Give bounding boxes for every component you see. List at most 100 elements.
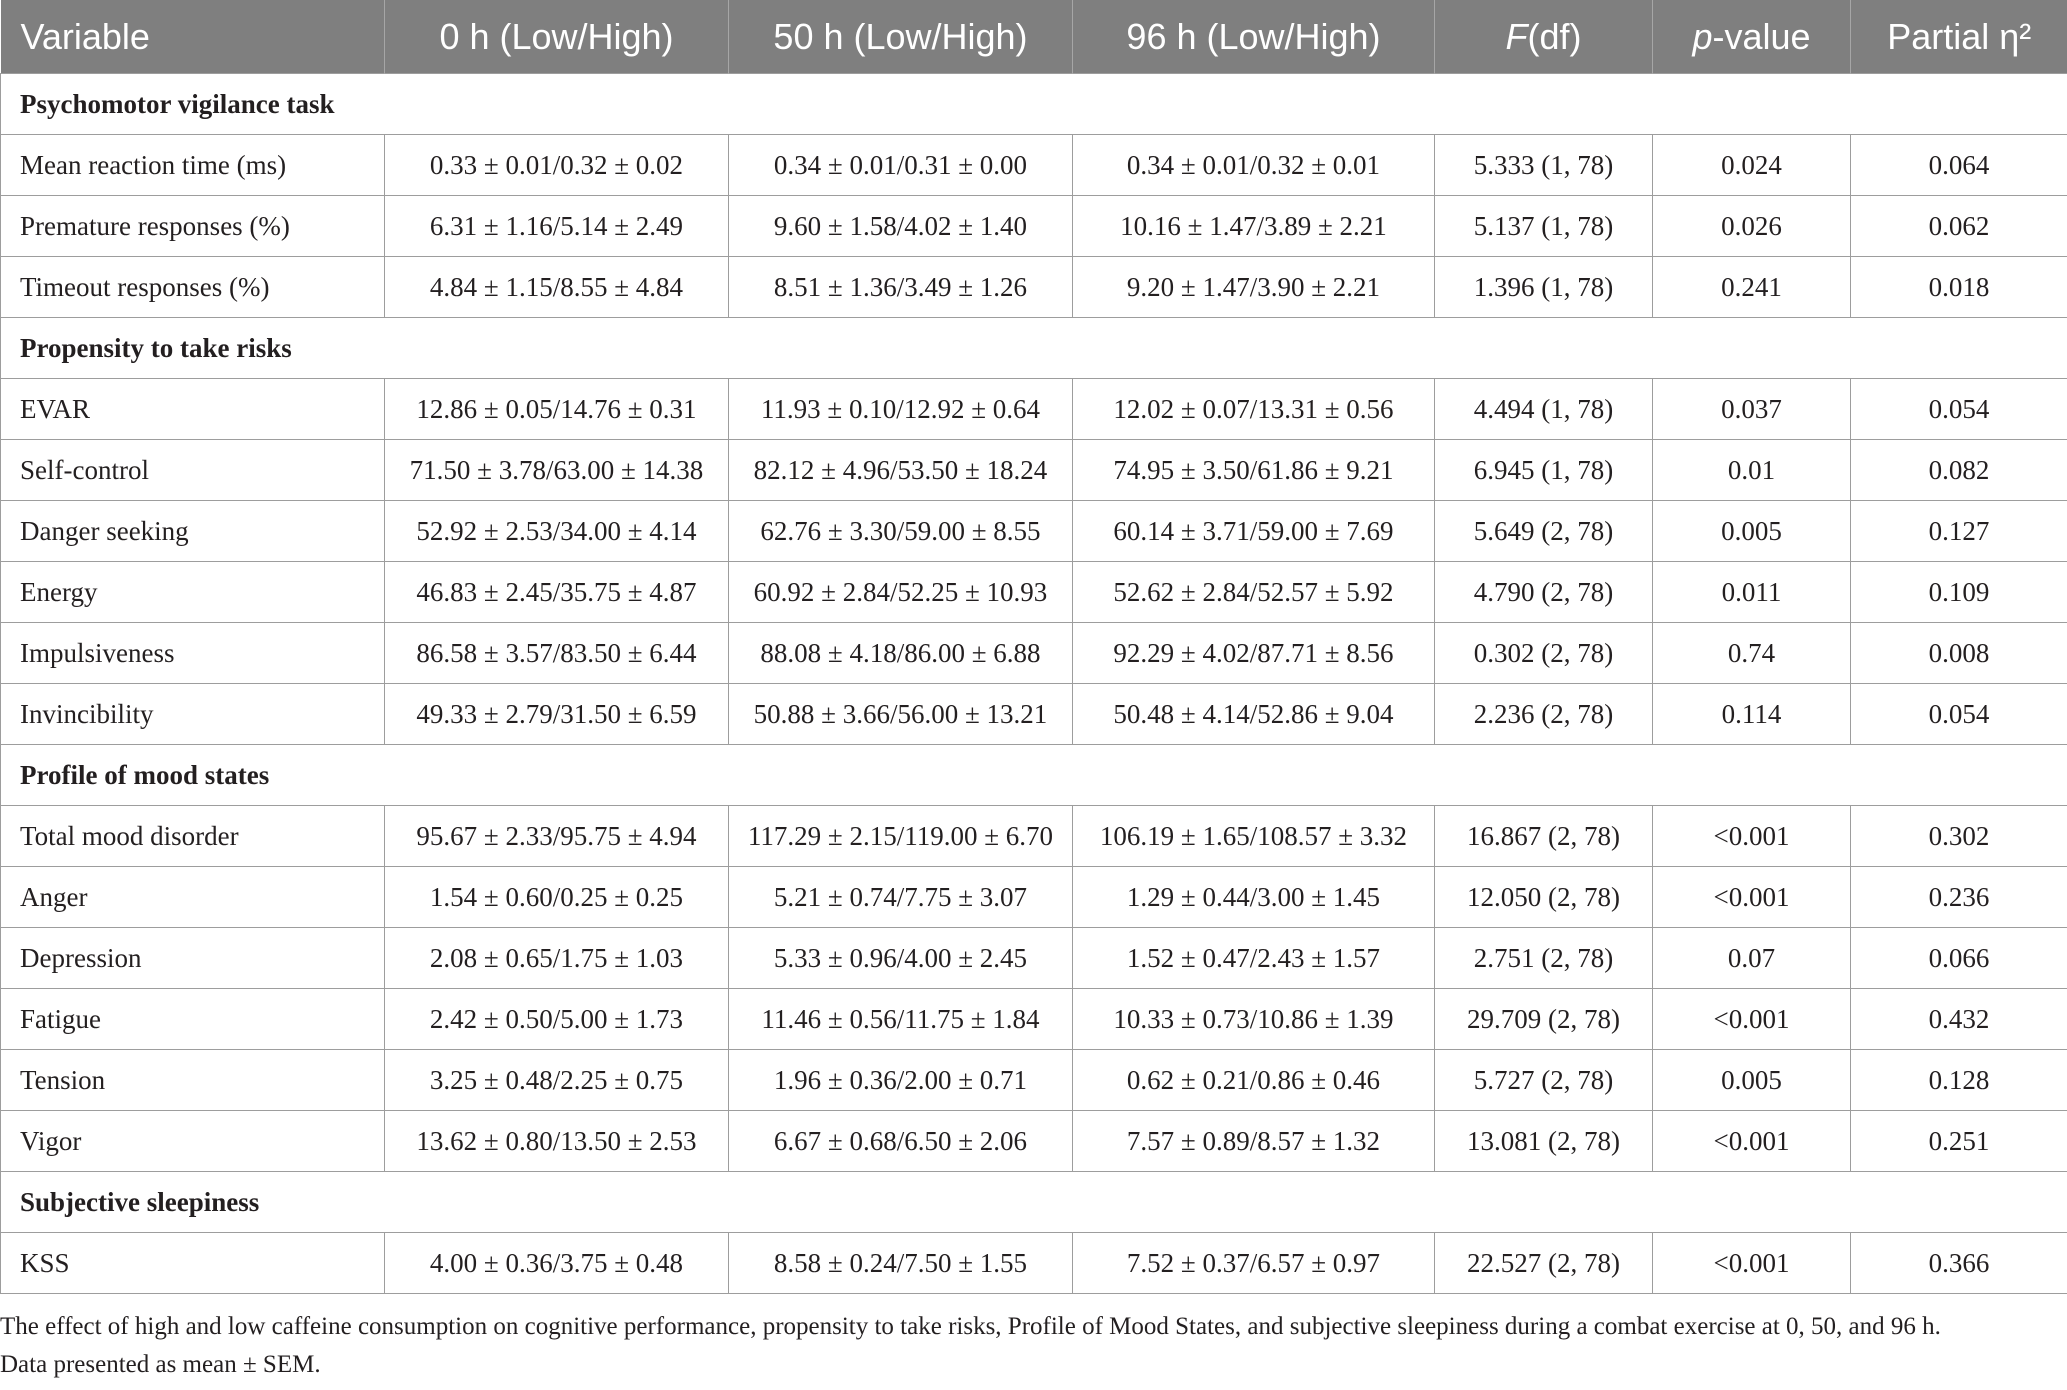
cell-96h: 92.29 ± 4.02/87.71 ± 8.56 <box>1072 622 1435 684</box>
cell-f-df: 4.790 (2, 78) <box>1434 561 1653 623</box>
cell-partial-eta-squared: 0.128 <box>1850 1049 2067 1111</box>
results-table-container: Variable 0 h (Low/High) 50 h (Low/High) 96 … <box>0 0 2067 1294</box>
header-text-pre: Variable <box>20 15 150 57</box>
header-variable: Variable <box>0 0 385 74</box>
cell-f-df: 12.050 (2, 78) <box>1434 866 1653 928</box>
table-row: Tension 3.25 ± 0.48/2.25 ± 0.75 1.96 ± 0.3… <box>0 1049 2067 1111</box>
section-title: Profile of mood states <box>0 744 2067 806</box>
cell-50h: 50.88 ± 3.66/56.00 ± 13.21 <box>728 683 1073 745</box>
cell-96h: 12.02 ± 0.07/13.31 ± 0.56 <box>1072 378 1435 440</box>
header-text-em: F <box>1505 15 1528 57</box>
table-row: Premature responses (%) 6.31 ± 1.16/5.14 … <box>0 195 2067 257</box>
cell-96h: 60.14 ± 3.71/59.00 ± 7.69 <box>1072 500 1435 562</box>
row-label: Total mood disorder <box>0 805 385 867</box>
row-label: KSS <box>0 1232 385 1294</box>
cell-0h: 2.08 ± 0.65/1.75 ± 1.03 <box>384 927 729 989</box>
cell-partial-eta-squared: 0.082 <box>1850 439 2067 501</box>
header-50h: 50 h (Low/High) <box>728 0 1073 74</box>
cell-50h: 5.21 ± 0.74/7.75 ± 3.07 <box>728 866 1073 928</box>
cell-partial-eta-squared: 0.127 <box>1850 500 2067 562</box>
header-96h: 96 h (Low/High) <box>1072 0 1435 74</box>
row-label: Energy <box>0 561 385 623</box>
cell-50h: 5.33 ± 0.96/4.00 ± 2.45 <box>728 927 1073 989</box>
cell-f-df: 29.709 (2, 78) <box>1434 988 1653 1050</box>
section-title: Propensity to take risks <box>0 317 2067 379</box>
cell-96h: 7.57 ± 0.89/8.57 ± 1.32 <box>1072 1110 1435 1172</box>
cell-0h: 46.83 ± 2.45/35.75 ± 4.87 <box>384 561 729 623</box>
table-row: Self-control 71.50 ± 3.78/63.00 ± 14.38 82… <box>0 439 2067 501</box>
cell-96h: 10.33 ± 0.73/10.86 ± 1.39 <box>1072 988 1435 1050</box>
header-text-pre: Partial η² <box>1887 15 2032 57</box>
cell-f-df: 4.494 (1, 78) <box>1434 378 1653 440</box>
header-text-pre: 50 h (Low/High) <box>773 15 1028 57</box>
header-f-df: F(df) <box>1434 0 1653 74</box>
cell-f-df: 2.751 (2, 78) <box>1434 927 1653 989</box>
cell-50h: 82.12 ± 4.96/53.50 ± 18.24 <box>728 439 1073 501</box>
cell-f-df: 5.727 (2, 78) <box>1434 1049 1653 1111</box>
table-header: Variable 0 h (Low/High) 50 h (Low/High) 96 … <box>0 0 2067 74</box>
cell-f-df: 5.333 (1, 78) <box>1434 134 1653 196</box>
cell-f-df: 2.236 (2, 78) <box>1434 683 1653 745</box>
section-title: Psychomotor vigilance task <box>0 73 2067 135</box>
row-label: Mean reaction time (ms) <box>0 134 385 196</box>
cell-96h: 9.20 ± 1.47/3.90 ± 2.21 <box>1072 256 1435 318</box>
row-label: Self-control <box>0 439 385 501</box>
cell-p-value: 0.037 <box>1652 378 1851 440</box>
cell-0h: 12.86 ± 0.05/14.76 ± 0.31 <box>384 378 729 440</box>
header-text-pre: 96 h (Low/High) <box>1126 15 1381 57</box>
cell-0h: 71.50 ± 3.78/63.00 ± 14.38 <box>384 439 729 501</box>
table-row: Anger 1.54 ± 0.60/0.25 ± 0.25 5.21 ± 0.74/… <box>0 866 2067 928</box>
section-header-row: Psychomotor vigilance task <box>0 73 2067 135</box>
cell-0h: 49.33 ± 2.79/31.50 ± 6.59 <box>384 683 729 745</box>
cell-f-df: 0.302 (2, 78) <box>1434 622 1653 684</box>
cell-f-df: 22.527 (2, 78) <box>1434 1232 1653 1294</box>
table-body: Psychomotor vigilance task Mean reaction … <box>0 73 2067 1294</box>
row-label: Timeout responses (%) <box>0 256 385 318</box>
cell-96h: 0.34 ± 0.01/0.32 ± 0.01 <box>1072 134 1435 196</box>
cell-p-value: <0.001 <box>1652 1232 1851 1294</box>
cell-partial-eta-squared: 0.054 <box>1850 683 2067 745</box>
row-label: Impulsiveness <box>0 622 385 684</box>
row-label: Fatigue <box>0 988 385 1050</box>
table-row: Vigor 13.62 ± 0.80/13.50 ± 2.53 6.67 ± 0.6… <box>0 1110 2067 1172</box>
cell-50h: 9.60 ± 1.58/4.02 ± 1.40 <box>728 195 1073 257</box>
cell-0h: 6.31 ± 1.16/5.14 ± 2.49 <box>384 195 729 257</box>
section-header-row: Subjective sleepiness <box>0 1171 2067 1233</box>
cell-96h: 50.48 ± 4.14/52.86 ± 9.04 <box>1072 683 1435 745</box>
cell-0h: 0.33 ± 0.01/0.32 ± 0.02 <box>384 134 729 196</box>
cell-0h: 1.54 ± 0.60/0.25 ± 0.25 <box>384 866 729 928</box>
results-table: Variable 0 h (Low/High) 50 h (Low/High) 96 … <box>0 0 2067 1294</box>
cell-50h: 117.29 ± 2.15/119.00 ± 6.70 <box>728 805 1073 867</box>
cell-partial-eta-squared: 0.018 <box>1850 256 2067 318</box>
caption-line-2: Data presented as mean ± SEM. <box>0 1351 321 1378</box>
cell-p-value: <0.001 <box>1652 866 1851 928</box>
header-text-post: (df) <box>1527 15 1582 57</box>
table-row: Energy 46.83 ± 2.45/35.75 ± 4.87 60.92 ± 2… <box>0 561 2067 623</box>
cell-partial-eta-squared: 0.008 <box>1850 622 2067 684</box>
cell-0h: 52.92 ± 2.53/34.00 ± 4.14 <box>384 500 729 562</box>
cell-p-value: 0.114 <box>1652 683 1851 745</box>
section-header-row: Propensity to take risks <box>0 317 2067 379</box>
table-row: Danger seeking 52.92 ± 2.53/34.00 ± 4.14 6… <box>0 500 2067 562</box>
caption-line-1: The effect of high and low caffeine cons… <box>0 1313 1941 1340</box>
section-title: Subjective sleepiness <box>0 1171 2067 1233</box>
table-row: KSS 4.00 ± 0.36/3.75 ± 0.48 8.58 ± 0.24/7.… <box>0 1232 2067 1294</box>
cell-50h: 1.96 ± 0.36/2.00 ± 0.71 <box>728 1049 1073 1111</box>
cell-0h: 13.62 ± 0.80/13.50 ± 2.53 <box>384 1110 729 1172</box>
cell-partial-eta-squared: 0.062 <box>1850 195 2067 257</box>
row-label: Premature responses (%) <box>0 195 385 257</box>
cell-0h: 4.00 ± 0.36/3.75 ± 0.48 <box>384 1232 729 1294</box>
row-label: Vigor <box>0 1110 385 1172</box>
header-text-post: -value <box>1712 15 1811 57</box>
cell-0h: 95.67 ± 2.33/95.75 ± 4.94 <box>384 805 729 867</box>
header-partial-eta-squared: Partial η² <box>1850 0 2067 74</box>
cell-0h: 4.84 ± 1.15/8.55 ± 4.84 <box>384 256 729 318</box>
cell-p-value: 0.241 <box>1652 256 1851 318</box>
cell-f-df: 5.649 (2, 78) <box>1434 500 1653 562</box>
header-text-pre: 0 h (Low/High) <box>439 15 674 57</box>
cell-96h: 74.95 ± 3.50/61.86 ± 9.21 <box>1072 439 1435 501</box>
table-row: Invincibility 49.33 ± 2.79/31.50 ± 6.59 50… <box>0 683 2067 745</box>
cell-50h: 11.93 ± 0.10/12.92 ± 0.64 <box>728 378 1073 440</box>
row-label: Anger <box>0 866 385 928</box>
cell-f-df: 6.945 (1, 78) <box>1434 439 1653 501</box>
